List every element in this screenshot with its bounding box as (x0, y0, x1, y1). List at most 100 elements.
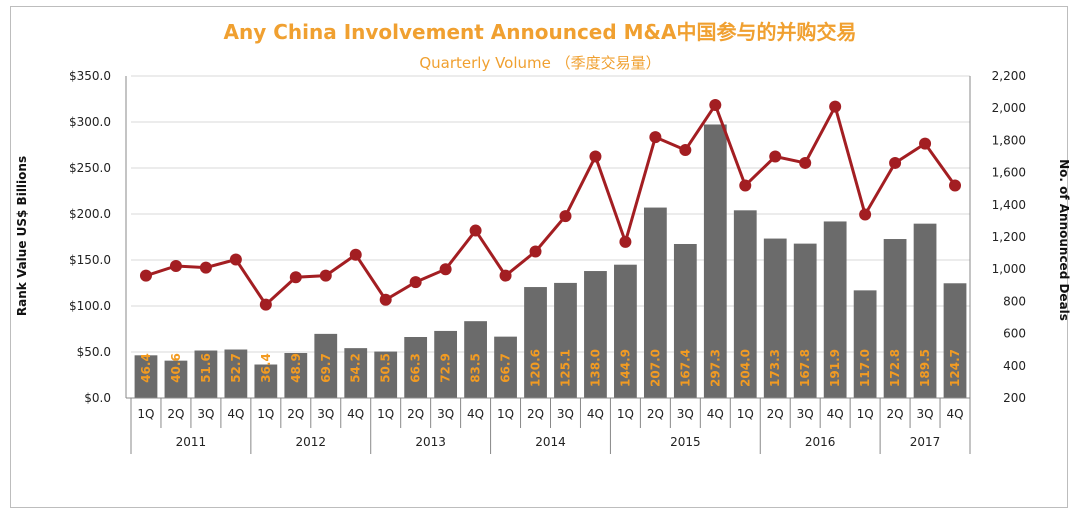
right-tick-label: 200 (1003, 391, 1026, 405)
left-axis-title: Rank Value US$ Billions (15, 156, 29, 316)
deals-marker (439, 263, 452, 276)
right-tick-label: 1,800 (992, 133, 1026, 147)
bar (524, 287, 547, 398)
deals-marker (769, 150, 782, 163)
quarter-label: 4Q (827, 407, 844, 421)
deals-marker (349, 248, 362, 261)
year-label: 2013 (415, 435, 446, 449)
right-tick-label: 400 (1003, 359, 1026, 373)
bar (254, 364, 278, 398)
bar-value-label: 124.7 (948, 349, 962, 387)
year-label: 2017 (910, 435, 941, 449)
bar (224, 349, 248, 398)
bar (494, 336, 517, 398)
quarter-label: 2Q (887, 407, 904, 421)
bar-value-label: 40.6 (169, 353, 183, 383)
bar (733, 210, 757, 398)
bar-value-label: 172.8 (888, 349, 902, 387)
bar (164, 360, 188, 398)
bar (614, 264, 637, 398)
bar-value-label: 48.9 (289, 353, 303, 383)
bar (374, 351, 398, 398)
deals-marker (559, 210, 572, 223)
bar (284, 353, 308, 398)
right-tick-label: 2,200 (992, 69, 1026, 83)
bar-value-label: 138.0 (588, 349, 602, 387)
right-tick-label: 800 (1003, 294, 1026, 308)
bar (314, 333, 338, 398)
bar (584, 271, 607, 398)
deals-marker (949, 179, 962, 192)
bar (643, 207, 667, 398)
left-tick-label: $0.0 (84, 391, 111, 405)
bar-series: 46.4 40.6 51.6 52.7 36.4 48.9 69.7 54.2 50.5 66.3… (134, 124, 967, 398)
deals-marker (709, 98, 722, 111)
left-tick-label: $200.0 (69, 207, 111, 221)
bar (883, 239, 907, 398)
year-label: 2011 (176, 435, 207, 449)
line-series (139, 98, 962, 311)
bar (194, 350, 218, 398)
bar (763, 238, 787, 398)
quarter-label: 3Q (797, 407, 814, 421)
deals-marker (829, 100, 842, 113)
bar-value-label: 54.2 (349, 353, 363, 383)
quarter-label: 4Q (347, 407, 364, 421)
bar (853, 290, 877, 398)
bar (134, 355, 158, 398)
bar-value-label: 72.9 (439, 353, 453, 383)
quarter-label: 4Q (587, 407, 604, 421)
deals-marker (289, 271, 302, 284)
bar (793, 243, 817, 398)
quarter-label: 1Q (377, 407, 394, 421)
quarter-label: 1Q (497, 407, 514, 421)
bar-value-label: 191.9 (828, 349, 842, 387)
bar (434, 330, 458, 398)
year-label: 2015 (670, 435, 701, 449)
quarter-label: 3Q (197, 407, 214, 421)
quarter-label: 2Q (287, 407, 304, 421)
quarter-label: 1Q (857, 407, 874, 421)
quarter-label: 3Q (557, 407, 574, 421)
quarter-label: 2Q (527, 407, 544, 421)
bar-value-label: 120.6 (529, 349, 543, 387)
quarter-label: 3Q (437, 407, 454, 421)
bar (913, 223, 937, 398)
year-label: 2016 (805, 435, 836, 449)
right-axis: 200 400 600 800 1,000 1,200 1,400 1,600 1,800 2,0… (969, 69, 1026, 405)
bar (703, 124, 727, 398)
deals-marker (409, 276, 422, 289)
deals-marker (619, 235, 632, 248)
deals-marker (529, 245, 542, 258)
deals-marker (589, 150, 602, 163)
bar-value-label: 297.3 (708, 349, 722, 387)
bar-value-label: 50.5 (379, 353, 393, 383)
bar-value-label: 69.7 (319, 353, 333, 383)
bar-value-label: 189.5 (918, 349, 932, 387)
x-axis: 1Q 2Q 3Q 4Q 1Q 2Q 3Q 4Q 1Q 2Q 3Q 4Q 1Q 2Q 3Q 4Q 1Q 2Q 3Q 4Q… (126, 397, 971, 454)
deals-marker (259, 298, 272, 311)
right-tick-label: 1,600 (992, 166, 1026, 180)
bar (673, 243, 697, 398)
quarter-label: 1Q (257, 407, 274, 421)
deals-marker (469, 224, 482, 237)
chart-title: Any China Involvement Announced M&A中国参与的… (223, 20, 857, 44)
deals-marker (739, 179, 752, 192)
quarter-label: 4Q (227, 407, 244, 421)
quarter-label: 2Q (647, 407, 664, 421)
right-tick-label: 1,000 (992, 262, 1026, 276)
deals-marker (799, 156, 812, 169)
bar-value-label: 83.5 (469, 353, 483, 383)
quarter-label: 4Q (707, 407, 724, 421)
left-tick-label: $300.0 (69, 115, 111, 129)
bar-value-label: 36.4 (259, 353, 273, 383)
quarter-label: 4Q (946, 407, 963, 421)
bar-value-label: 66.7 (499, 353, 513, 383)
chart-frame (10, 6, 1068, 508)
bar-value-label: 167.8 (798, 349, 812, 387)
deals-marker (229, 253, 242, 266)
quarter-label: 2Q (407, 407, 424, 421)
deals-marker (199, 261, 212, 274)
quarter-label: 2Q (167, 407, 184, 421)
bar (404, 337, 428, 398)
